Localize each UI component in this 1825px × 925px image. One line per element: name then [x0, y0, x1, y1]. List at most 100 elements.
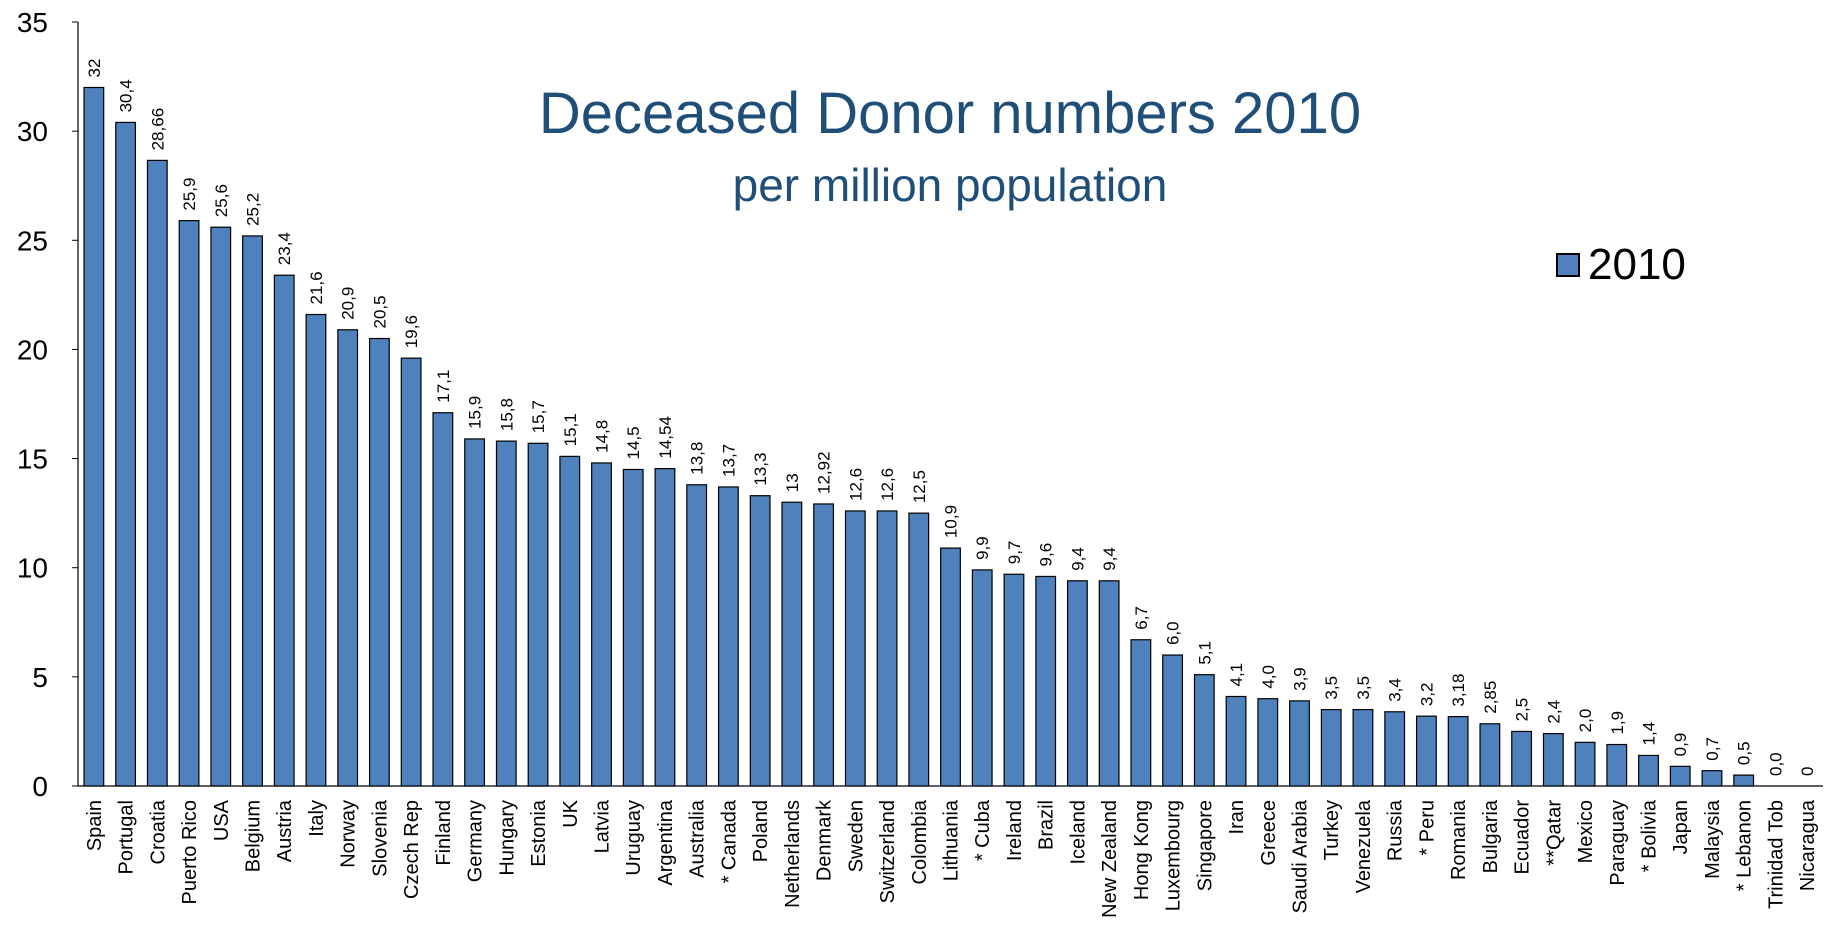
x-tick-label: Hungary — [496, 800, 518, 876]
data-label: 15,1 — [561, 413, 580, 446]
bar — [1352, 708, 1374, 787]
x-tick-label: Czech Rep — [401, 800, 423, 899]
x-tick-label: Denmark — [814, 799, 836, 881]
bar — [876, 510, 898, 787]
x-tick-label: UK — [560, 799, 582, 827]
legend-label: 2010 — [1588, 240, 1686, 289]
bar — [305, 313, 327, 787]
data-label: 3,5 — [1322, 676, 1341, 700]
x-tick-label: **Qatar — [1543, 800, 1565, 866]
x-tick-label: Croatia — [147, 799, 169, 864]
data-label: 4,0 — [1259, 665, 1278, 689]
y-tick-label: 30 — [17, 116, 48, 147]
y-tick-label: 20 — [17, 334, 48, 365]
bar — [115, 121, 137, 787]
x-tick-label: Puerto Rico — [179, 800, 201, 905]
data-label: 14,5 — [624, 426, 643, 459]
data-label: 0 — [1798, 767, 1817, 776]
bar — [83, 86, 105, 787]
data-label: 12,5 — [910, 470, 929, 503]
bar — [1606, 743, 1628, 787]
x-tick-label: Brazil — [1036, 800, 1058, 850]
data-label: 3,5 — [1354, 676, 1373, 700]
data-label: 19,6 — [402, 315, 421, 348]
bar — [146, 159, 168, 787]
bar — [686, 484, 708, 787]
x-tick-label: Australia — [687, 799, 709, 878]
bar — [844, 510, 866, 787]
bar — [1035, 575, 1057, 787]
x-tick-label: Hong Kong — [1131, 800, 1153, 900]
x-tick-label: Netherlands — [782, 800, 804, 908]
x-tick-label: Uruguay — [623, 800, 645, 876]
data-label: 12,6 — [846, 468, 865, 501]
data-label: 0,7 — [1703, 737, 1722, 761]
bar — [1384, 711, 1406, 787]
data-label: 6,7 — [1132, 606, 1151, 630]
x-tick-label: Finland — [433, 800, 455, 866]
x-tick-label: Romania — [1448, 799, 1470, 880]
bar — [591, 462, 612, 787]
data-label: 9,7 — [1005, 541, 1024, 565]
data-label: 3,9 — [1291, 667, 1310, 691]
x-tick-label: New Zealand — [1099, 800, 1121, 918]
x-tick-label: Mexico — [1575, 800, 1597, 863]
bar — [337, 329, 359, 787]
y-tick-label: 25 — [17, 225, 48, 256]
data-label: 1,4 — [1640, 722, 1659, 746]
x-tick-label: * Canada — [718, 799, 740, 883]
bar — [781, 501, 803, 787]
data-label: 5,1 — [1195, 641, 1214, 665]
bar — [1003, 573, 1025, 787]
x-tick-label: Switzerland — [877, 800, 899, 903]
data-label: 12,92 — [815, 451, 834, 494]
x-tick-label: Malaysia — [1702, 799, 1724, 879]
x-tick-label: Lithuania — [941, 799, 963, 881]
bar — [368, 337, 390, 787]
x-tick-label: * Bolivia — [1639, 799, 1661, 872]
data-label: 14,54 — [656, 416, 675, 459]
bar — [527, 442, 549, 787]
data-label: 20,9 — [339, 287, 358, 320]
data-label: 3,2 — [1417, 683, 1436, 707]
y-tick-label: 0 — [32, 771, 48, 802]
y-tick-label: 5 — [32, 662, 48, 693]
bar — [432, 412, 454, 787]
bar — [1066, 580, 1088, 787]
bar — [242, 235, 263, 787]
x-tick-label: Portugal — [116, 800, 138, 875]
x-tick-label: Austria — [274, 799, 296, 862]
data-label: 4,1 — [1227, 663, 1246, 687]
bar — [178, 220, 200, 787]
bar — [1701, 770, 1723, 787]
data-label: 32 — [85, 59, 104, 78]
data-label: 9,6 — [1037, 543, 1056, 567]
y-tick-label: 15 — [17, 444, 48, 475]
x-tick-label: Poland — [750, 800, 772, 862]
x-tick-label: USA — [211, 799, 233, 841]
x-tick-label: Belgium — [243, 800, 265, 872]
bar — [1162, 654, 1184, 787]
data-label: 1,9 — [1608, 711, 1627, 735]
data-label: 2,4 — [1544, 700, 1563, 724]
x-tick-label: Japan — [1670, 800, 1692, 855]
x-tick-label: Venezuela — [1353, 799, 1375, 893]
bar — [273, 274, 295, 787]
data-label: 15,9 — [466, 396, 485, 429]
x-tick-label: Italy — [306, 800, 328, 837]
x-tick-label: Sweden — [845, 800, 867, 872]
data-label: 15,8 — [497, 398, 516, 431]
data-label: 0,9 — [1671, 733, 1690, 757]
bar — [813, 503, 835, 787]
data-label: 9,9 — [973, 536, 992, 560]
bar — [400, 357, 422, 787]
data-label: 28,66 — [148, 108, 167, 151]
x-tick-label: Russia — [1385, 799, 1407, 861]
bar — [1257, 698, 1279, 787]
bar — [1447, 715, 1469, 787]
bar — [940, 547, 961, 787]
data-label: 3,18 — [1449, 673, 1468, 706]
x-tick-label: Paraguay — [1607, 800, 1629, 886]
x-tick-label: * Lebanon — [1734, 800, 1756, 891]
data-label: 3,4 — [1386, 678, 1405, 702]
